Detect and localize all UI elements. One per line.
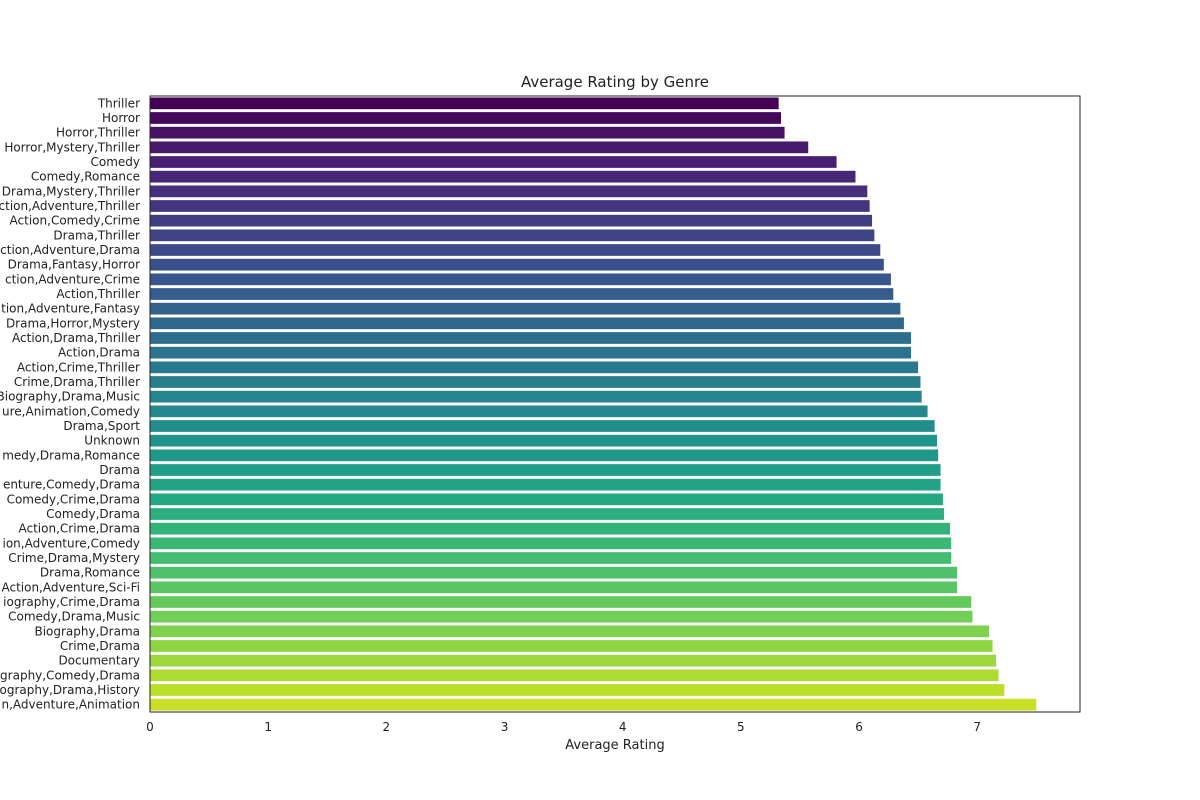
y-tick-label: n,Adventure,Animation bbox=[2, 698, 140, 712]
y-tick-label: Crime,Drama,Mystery bbox=[8, 551, 140, 565]
bar bbox=[150, 434, 938, 447]
bar bbox=[150, 97, 779, 110]
y-tick-label: iography,Crime,Drama bbox=[3, 595, 140, 609]
bar bbox=[150, 112, 782, 124]
bar bbox=[150, 669, 999, 682]
bar bbox=[150, 654, 997, 667]
y-tick-label: Crime,Drama,Thriller bbox=[14, 375, 140, 389]
y-tick-label: Drama,Romance bbox=[40, 566, 140, 580]
bar bbox=[150, 537, 952, 550]
y-tick-label: Action,Adventure,Sci-Fi bbox=[1, 580, 140, 594]
bar bbox=[150, 302, 901, 315]
bar bbox=[150, 156, 837, 168]
bar bbox=[150, 214, 873, 227]
y-tick-label: graphy,Comedy,Drama bbox=[0, 668, 140, 682]
bar bbox=[150, 346, 912, 359]
y-tick-label: Biography,Drama bbox=[34, 624, 140, 638]
y-tick-label: Action,Comedy,Crime bbox=[10, 214, 140, 228]
chart-title: Average Rating by Genre bbox=[521, 73, 709, 91]
y-tick-label: ure,Animation,Comedy bbox=[2, 404, 140, 418]
bar bbox=[150, 420, 935, 432]
bars-group bbox=[150, 97, 1037, 711]
bar bbox=[150, 141, 809, 154]
y-tick-label: Thriller bbox=[97, 96, 140, 110]
y-tick-label: Biography,Drama,Music bbox=[0, 390, 140, 404]
y-tick-label: enture,Comedy,Drama bbox=[3, 478, 140, 492]
bar bbox=[150, 376, 921, 388]
y-tick-label: Drama,Horror,Mystery bbox=[6, 316, 140, 330]
bar bbox=[150, 258, 884, 271]
y-tick-label: Comedy,Drama,Music bbox=[8, 610, 140, 624]
x-tick-label: 2 bbox=[383, 720, 391, 734]
bar bbox=[150, 522, 951, 535]
x-tick-label: 3 bbox=[501, 720, 509, 734]
bar bbox=[150, 288, 894, 300]
bar bbox=[150, 126, 785, 139]
bar bbox=[150, 200, 870, 212]
y-tick-label: Comedy,Drama bbox=[46, 507, 140, 521]
bar bbox=[150, 170, 856, 183]
bar bbox=[150, 640, 993, 652]
y-tick-label: Action,Crime,Thriller bbox=[17, 360, 140, 374]
x-tick-labels: 0 1 2 3 4 5 6 7 bbox=[146, 720, 981, 734]
x-tick-label: 1 bbox=[264, 720, 272, 734]
bar bbox=[150, 552, 952, 564]
bar bbox=[150, 390, 922, 403]
bar bbox=[150, 244, 881, 256]
y-tick-label: Horror,Thriller bbox=[56, 126, 140, 140]
y-tick-label: Comedy,Romance bbox=[31, 170, 140, 184]
bar bbox=[150, 185, 868, 198]
y-tick-label: ction,Adventure,Crime bbox=[5, 272, 140, 286]
x-tick-label: 0 bbox=[146, 720, 154, 734]
bar bbox=[150, 508, 945, 520]
y-tick-label: ography,Drama,History bbox=[0, 683, 140, 697]
bar bbox=[150, 698, 1037, 711]
bar bbox=[150, 449, 939, 462]
x-tick-label: 6 bbox=[855, 720, 863, 734]
y-tick-label: ction,Adventure,Drama bbox=[0, 243, 140, 257]
plot-frame bbox=[149, 95, 1081, 713]
y-tick-label: ion,Adventure,Comedy bbox=[3, 536, 141, 550]
bar bbox=[150, 596, 972, 608]
bar bbox=[150, 581, 958, 594]
bar bbox=[150, 273, 891, 286]
y-tick-label: Action,Crime,Drama bbox=[19, 522, 141, 536]
y-tick-label: Drama,Thriller bbox=[53, 228, 140, 242]
bar bbox=[150, 317, 904, 330]
y-tick-label: Comedy,Crime,Drama bbox=[7, 492, 140, 506]
y-tick-label: Drama,Sport bbox=[63, 419, 140, 433]
bar bbox=[150, 332, 912, 344]
bar bbox=[150, 464, 941, 476]
y-tick-label: ction,Adventure,Thriller bbox=[0, 199, 140, 213]
y-tick-label: Unknown bbox=[84, 434, 140, 448]
bar bbox=[150, 493, 943, 506]
bar bbox=[150, 478, 941, 491]
y-tick-label: Documentary bbox=[58, 654, 140, 668]
y-tick-label: Drama bbox=[99, 463, 140, 477]
y-tick-label: Action,Drama,Thriller bbox=[12, 331, 140, 345]
bar bbox=[150, 361, 919, 374]
bar bbox=[150, 684, 1005, 696]
y-tick-labels: ThrillerHorrorHorror,ThrillerHorror,Myst… bbox=[0, 96, 140, 711]
y-tick-label: Action,Thriller bbox=[56, 287, 140, 301]
x-axis-label: Average Rating bbox=[565, 738, 664, 753]
y-tick-label: Comedy bbox=[90, 155, 140, 169]
y-tick-label: Horror,Mystery,Thriller bbox=[4, 140, 140, 154]
y-tick-label: Crime,Drama bbox=[60, 639, 140, 653]
bar bbox=[150, 229, 875, 242]
bar bbox=[150, 566, 958, 579]
bar bbox=[150, 610, 973, 623]
x-tick-label: 7 bbox=[973, 720, 981, 734]
y-tick-label: medy,Drama,Romance bbox=[2, 448, 140, 462]
x-tick-label: 5 bbox=[737, 720, 745, 734]
y-tick-label: Drama,Fantasy,Horror bbox=[8, 258, 140, 272]
bar bbox=[150, 405, 928, 418]
y-tick-label: Horror bbox=[102, 111, 140, 125]
bar bbox=[150, 625, 990, 638]
y-tick-label: tion,Adventure,Fantasy bbox=[1, 302, 140, 316]
x-tick-label: 4 bbox=[619, 720, 627, 734]
y-tick-label: Drama,Mystery,Thriller bbox=[2, 184, 140, 198]
y-tick-label: Action,Drama bbox=[58, 346, 140, 360]
